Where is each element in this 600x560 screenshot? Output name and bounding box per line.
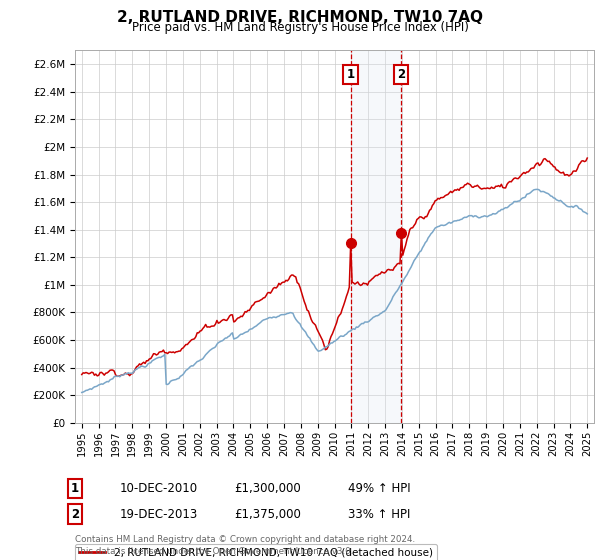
Text: £1,375,000: £1,375,000 [234, 507, 301, 521]
Text: £1,300,000: £1,300,000 [234, 482, 301, 495]
Text: Contains HM Land Registry data © Crown copyright and database right 2024.
This d: Contains HM Land Registry data © Crown c… [75, 535, 415, 556]
Text: 10-DEC-2010: 10-DEC-2010 [120, 482, 198, 495]
Text: 1: 1 [346, 68, 355, 81]
Text: 2, RUTLAND DRIVE, RICHMOND, TW10 7AQ: 2, RUTLAND DRIVE, RICHMOND, TW10 7AQ [117, 10, 483, 25]
Text: Price paid vs. HM Land Registry's House Price Index (HPI): Price paid vs. HM Land Registry's House … [131, 21, 469, 34]
Text: 2: 2 [397, 68, 406, 81]
Text: 33% ↑ HPI: 33% ↑ HPI [348, 507, 410, 521]
Bar [350, 50, 401, 423]
Legend: 2, RUTLAND DRIVE, RICHMOND, TW10 7AQ (detached house), HPI: Average price, detac: 2, RUTLAND DRIVE, RICHMOND, TW10 7AQ (de… [75, 544, 437, 560]
Text: 49% ↑ HPI: 49% ↑ HPI [348, 482, 410, 495]
Text: 19-DEC-2013: 19-DEC-2013 [120, 507, 198, 521]
Text: 1: 1 [71, 482, 79, 495]
Text: 2: 2 [71, 507, 79, 521]
